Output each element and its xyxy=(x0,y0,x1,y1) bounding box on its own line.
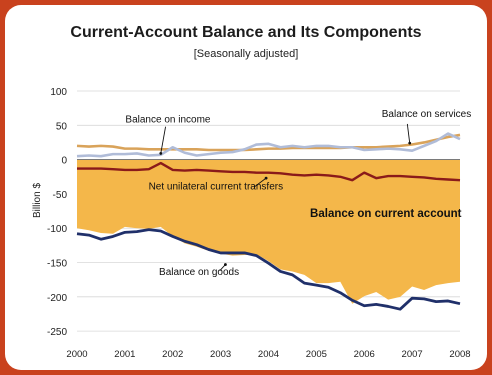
annotation-leader xyxy=(253,177,267,188)
chart-title: Current-Account Balance and Its Componen… xyxy=(70,24,422,41)
income-line xyxy=(76,132,461,158)
y-tick-label: 50 xyxy=(56,121,68,132)
current-account-area xyxy=(77,159,460,304)
y-tick-label: 0 xyxy=(61,156,67,167)
y-axis-label: Billion $ xyxy=(32,183,43,218)
services-line xyxy=(76,133,461,152)
annotation-pointer xyxy=(408,141,412,145)
annotation-label: Balance on current account xyxy=(310,208,462,220)
y-tick-label: -150 xyxy=(47,259,67,270)
annotation-pointer xyxy=(159,152,163,155)
annotation-label: Net unilateral current transfers xyxy=(149,182,284,193)
x-tick-label: 2001 xyxy=(114,349,135,360)
x-tick-label: 2002 xyxy=(162,349,183,360)
x-tick-label: 2004 xyxy=(258,349,279,360)
annotation-label: Balance on income xyxy=(125,114,210,125)
annotation-pointer xyxy=(224,263,227,266)
y-tick-label: -50 xyxy=(53,190,68,201)
y-tick-label: -100 xyxy=(47,224,67,235)
x-tick-label: 2005 xyxy=(306,349,327,360)
x-tick-label: 2006 xyxy=(354,349,375,360)
x-tick-label: 2008 xyxy=(449,349,470,360)
annotation-pointer xyxy=(264,176,268,180)
annotation-leader xyxy=(219,264,226,272)
y-tick-label: 100 xyxy=(50,87,67,98)
annotation-leader xyxy=(160,126,167,154)
x-tick-label: 2003 xyxy=(210,349,231,360)
chart-subtitle: [Seasonally adjusted] xyxy=(193,48,299,60)
x-tick-label: 2007 xyxy=(402,349,423,360)
annotation-label: Balance on services xyxy=(382,109,472,120)
x-tick-label: 2000 xyxy=(66,349,87,360)
y-tick-label: -250 xyxy=(47,327,67,338)
y-tick-label: -200 xyxy=(47,293,67,304)
goods-line xyxy=(76,228,461,311)
transfers-line xyxy=(77,161,461,182)
annotation-label: Balance on goods xyxy=(159,267,239,278)
annotation-leader xyxy=(406,123,411,144)
